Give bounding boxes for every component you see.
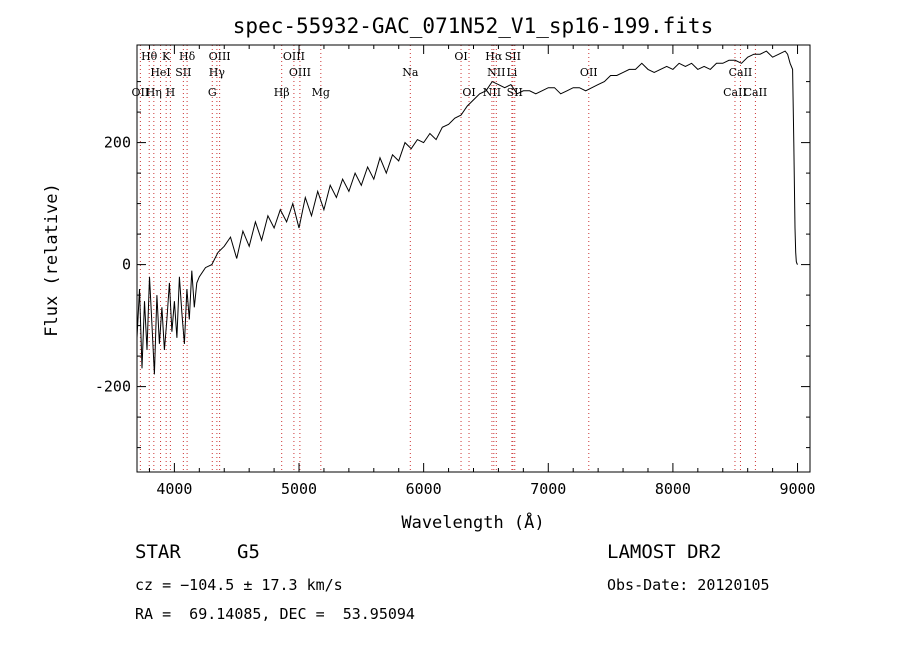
line-label: NII xyxy=(483,86,501,99)
observation-date: Obs-Date: 20120105 xyxy=(607,576,770,594)
line-label: CaII xyxy=(729,66,753,79)
line-label: OI xyxy=(454,50,467,63)
line-label: OIII xyxy=(283,50,305,63)
line-label: Hβ xyxy=(274,86,290,99)
line-label: OI xyxy=(462,86,475,99)
object-class: STAR xyxy=(135,541,181,563)
line-label: Hθ xyxy=(141,50,158,63)
coordinates-readout: RA = 69.14085, DEC = 53.95094 xyxy=(135,605,415,623)
x-tick-label: 6000 xyxy=(406,480,442,498)
line-label: Hδ xyxy=(179,50,196,63)
y-tick-label: 0 xyxy=(122,256,131,274)
x-tick-label: 8000 xyxy=(655,480,691,498)
chart-title: spec-55932-GAC_071N52_V1_sp16-199.fits xyxy=(233,14,713,38)
line-label: OIII xyxy=(209,50,231,63)
y-tick-label: -200 xyxy=(95,378,131,396)
spectrum-series-line xyxy=(136,50,798,375)
survey-name: LAMOST DR2 xyxy=(607,541,722,563)
line-label: OII xyxy=(132,86,150,99)
line-label: K xyxy=(162,50,171,63)
line-label: Hγ xyxy=(209,66,226,79)
spectral-subclass: G5 xyxy=(237,541,260,563)
line-label: G xyxy=(208,86,217,99)
x-tick-label: 5000 xyxy=(281,480,317,498)
axis-ticks: 4000 5000 6000 7000 8000 9000 -200 0 200 xyxy=(95,45,816,498)
y-axis-label: Flux (relative) xyxy=(42,183,62,337)
line-label: HeI xyxy=(150,66,170,79)
line-label: CaII xyxy=(723,86,747,99)
line-label: Na xyxy=(402,66,419,79)
x-tick-label: 4000 xyxy=(156,480,192,498)
line-label: OII xyxy=(580,66,598,79)
x-tick-label: 9000 xyxy=(779,480,815,498)
line-label: SII xyxy=(175,66,191,79)
y-tick-label: 200 xyxy=(104,134,131,152)
line-label: Mg xyxy=(312,86,330,99)
line-label: OIII xyxy=(289,66,311,79)
x-axis-label: Wavelength (Å) xyxy=(401,511,544,533)
line-label: H xyxy=(166,86,176,99)
line-label: SII xyxy=(507,86,523,99)
line-label: CaII xyxy=(744,86,768,99)
line-label: Li xyxy=(506,66,517,79)
line-label: NII xyxy=(487,66,505,79)
redshift-readout: cz = −104.5 ± 17.3 km/s xyxy=(135,576,343,594)
line-label: SII xyxy=(505,50,521,63)
emission-line-markers xyxy=(139,45,756,472)
plot-frame xyxy=(136,44,811,473)
x-tick-label: 7000 xyxy=(530,480,566,498)
line-label: Hη xyxy=(146,86,162,99)
line-label: Hα xyxy=(485,50,503,63)
